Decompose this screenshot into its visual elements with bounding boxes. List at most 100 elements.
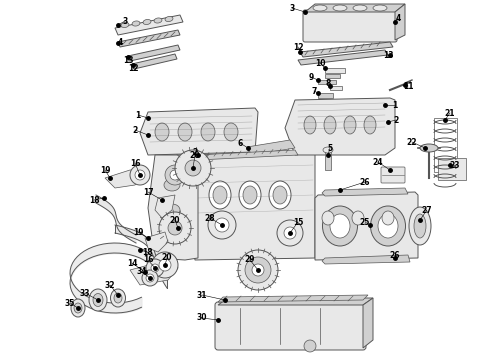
Text: 2: 2 (393, 116, 399, 125)
Polygon shape (395, 4, 405, 40)
Text: 1: 1 (135, 111, 141, 120)
Circle shape (159, 212, 191, 244)
Ellipse shape (353, 5, 367, 11)
Ellipse shape (243, 186, 257, 204)
Polygon shape (132, 54, 177, 69)
Text: 6: 6 (237, 139, 243, 148)
Text: 4: 4 (118, 37, 122, 46)
Ellipse shape (323, 147, 333, 153)
Ellipse shape (322, 206, 358, 246)
Bar (330, 86, 342, 90)
Text: 12: 12 (293, 42, 303, 51)
Polygon shape (298, 50, 388, 65)
Text: 13: 13 (383, 50, 393, 59)
Polygon shape (115, 15, 183, 35)
Text: 24: 24 (373, 158, 383, 166)
Ellipse shape (324, 116, 336, 134)
Ellipse shape (155, 123, 169, 141)
Ellipse shape (178, 123, 192, 141)
Ellipse shape (382, 211, 394, 225)
Text: 27: 27 (422, 206, 432, 215)
Circle shape (238, 250, 278, 290)
Text: 20: 20 (170, 216, 180, 225)
Ellipse shape (165, 17, 173, 22)
Text: 11: 11 (403, 81, 413, 90)
Text: 28: 28 (205, 213, 215, 222)
Text: 9: 9 (308, 72, 314, 81)
Bar (438, 158, 466, 180)
Text: 34: 34 (137, 267, 147, 276)
Ellipse shape (170, 170, 180, 180)
Ellipse shape (269, 181, 291, 209)
Polygon shape (218, 295, 368, 302)
Text: 14: 14 (127, 258, 137, 267)
Ellipse shape (114, 293, 122, 303)
Ellipse shape (409, 207, 431, 245)
Polygon shape (305, 4, 405, 12)
Ellipse shape (132, 21, 140, 26)
Ellipse shape (164, 229, 180, 241)
Ellipse shape (165, 165, 185, 185)
Circle shape (277, 220, 303, 246)
Text: 30: 30 (197, 314, 207, 323)
Ellipse shape (378, 214, 398, 238)
Circle shape (146, 259, 164, 277)
Text: 35: 35 (65, 298, 75, 307)
Ellipse shape (370, 206, 406, 246)
Polygon shape (322, 188, 408, 196)
Ellipse shape (89, 289, 107, 311)
Text: 7: 7 (311, 86, 317, 95)
Text: 15: 15 (293, 217, 303, 226)
Bar (434, 118, 457, 172)
Polygon shape (285, 98, 395, 155)
Ellipse shape (239, 181, 261, 209)
Text: 25: 25 (360, 217, 370, 226)
Ellipse shape (313, 5, 327, 11)
Text: 17: 17 (143, 188, 153, 197)
Text: 32: 32 (105, 280, 115, 289)
Ellipse shape (414, 214, 426, 238)
Ellipse shape (93, 293, 103, 306)
Ellipse shape (344, 116, 356, 134)
Polygon shape (247, 140, 295, 155)
Circle shape (252, 264, 264, 276)
FancyBboxPatch shape (381, 167, 405, 183)
Text: 2: 2 (132, 126, 138, 135)
Text: 2: 2 (193, 148, 197, 157)
Ellipse shape (209, 181, 231, 209)
Text: 3: 3 (290, 4, 294, 13)
Circle shape (175, 150, 211, 186)
Text: 13: 13 (123, 55, 133, 64)
Ellipse shape (143, 19, 151, 24)
Ellipse shape (420, 144, 438, 152)
Ellipse shape (74, 303, 82, 313)
Polygon shape (300, 42, 393, 57)
Polygon shape (148, 155, 198, 260)
Bar (318, 93, 333, 98)
Text: 12: 12 (128, 63, 138, 72)
Polygon shape (195, 150, 298, 160)
Ellipse shape (330, 214, 350, 238)
Text: 22: 22 (407, 138, 417, 147)
Circle shape (130, 165, 150, 185)
Text: 18: 18 (89, 195, 99, 204)
Ellipse shape (273, 186, 287, 204)
Polygon shape (140, 108, 258, 155)
Circle shape (185, 160, 201, 176)
Ellipse shape (373, 5, 387, 11)
Bar (318, 80, 336, 84)
Polygon shape (315, 192, 418, 260)
Polygon shape (363, 298, 373, 348)
Polygon shape (128, 45, 180, 61)
Polygon shape (145, 232, 168, 252)
Text: 16: 16 (143, 256, 153, 265)
Text: 19: 19 (133, 228, 143, 237)
Polygon shape (105, 170, 140, 188)
Text: 10: 10 (315, 59, 325, 68)
Text: 4: 4 (395, 14, 401, 23)
Ellipse shape (364, 116, 376, 134)
Polygon shape (130, 258, 178, 285)
FancyBboxPatch shape (215, 302, 366, 350)
FancyBboxPatch shape (303, 10, 397, 42)
Ellipse shape (304, 116, 316, 134)
